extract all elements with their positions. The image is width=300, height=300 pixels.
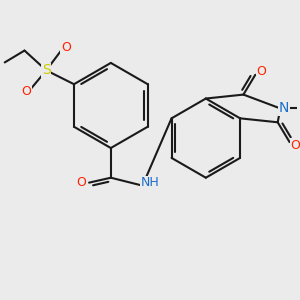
Text: O: O [291,139,300,152]
Text: O: O [22,85,32,98]
Text: O: O [61,41,71,54]
Text: N: N [279,101,290,116]
Text: O: O [256,65,266,78]
Text: O: O [76,176,86,189]
Text: NH: NH [141,176,160,189]
Text: S: S [42,63,51,77]
